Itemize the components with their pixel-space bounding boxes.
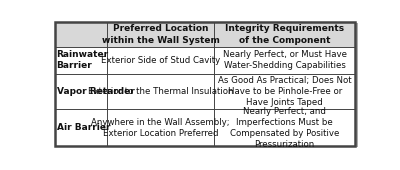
Bar xyxy=(107,74,214,109)
Bar xyxy=(214,22,355,47)
Text: Air Barrier: Air Barrier xyxy=(56,123,110,132)
Text: Exterior Side of Stud Cavity: Exterior Side of Stud Cavity xyxy=(101,56,220,65)
Bar xyxy=(214,74,355,109)
Bar xyxy=(55,109,107,146)
Text: Integrity Requirements
of the Component: Integrity Requirements of the Component xyxy=(225,24,344,45)
Text: Rainwater
Barrier: Rainwater Barrier xyxy=(56,50,109,70)
Text: Exterior to the Thermal Insulation: Exterior to the Thermal Insulation xyxy=(88,87,233,96)
Bar xyxy=(107,47,214,74)
Text: Preferred Location
within the Wall System: Preferred Location within the Wall Syste… xyxy=(102,24,220,45)
Text: Nearly Perfect, or Must Have
Water-Shedding Capabilities: Nearly Perfect, or Must Have Water-Shedd… xyxy=(223,50,347,70)
Bar xyxy=(214,47,355,74)
Bar xyxy=(107,22,214,47)
Bar xyxy=(55,47,107,74)
Text: Vapor Retarder: Vapor Retarder xyxy=(56,87,134,96)
Bar xyxy=(107,109,214,146)
Bar xyxy=(214,109,355,146)
Text: Anywhere in the Wall Assembly;
Exterior Location Preferred: Anywhere in the Wall Assembly; Exterior … xyxy=(91,118,230,138)
Text: Nearly Perfect, and
Imperfections Must be
Compensated by Positive
Pressurization: Nearly Perfect, and Imperfections Must b… xyxy=(230,107,339,149)
Bar xyxy=(55,22,107,47)
Text: As Good As Practical; Does Not
Have to be Pinhole-Free or
Have Joints Taped: As Good As Practical; Does Not Have to b… xyxy=(218,76,352,107)
Bar xyxy=(55,74,107,109)
